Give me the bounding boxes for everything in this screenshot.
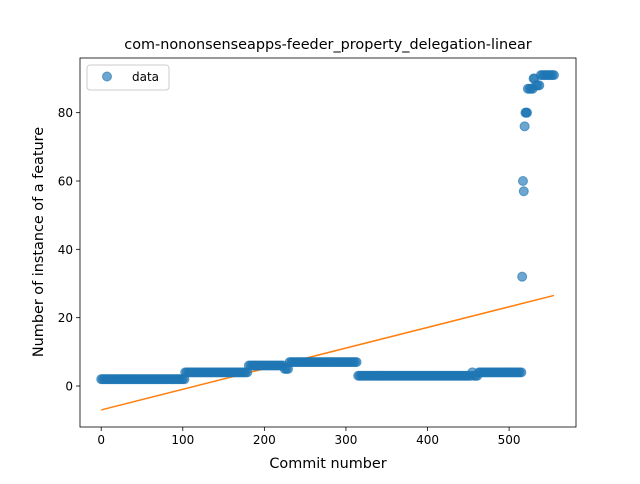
data-point bbox=[548, 70, 559, 81]
x-tick-label: 100 bbox=[171, 433, 194, 447]
legend-label-data: data bbox=[132, 70, 159, 84]
y-tick-label: 40 bbox=[58, 243, 73, 257]
data-point bbox=[534, 80, 545, 91]
x-tick-label: 300 bbox=[334, 433, 357, 447]
x-axis-ticks: 0 100 200 300 400 500 bbox=[97, 427, 521, 447]
y-tick-label: 20 bbox=[58, 311, 73, 325]
y-tick-label: 0 bbox=[65, 380, 73, 394]
x-tick-label: 400 bbox=[416, 433, 439, 447]
data-point bbox=[517, 271, 528, 282]
fit-line bbox=[101, 294, 555, 411]
data-point bbox=[522, 107, 533, 118]
x-tick-label: 200 bbox=[253, 433, 276, 447]
data-point bbox=[518, 186, 529, 197]
x-tick-label: 0 bbox=[97, 433, 105, 447]
legend-box bbox=[86, 64, 170, 91]
y-tick-label: 80 bbox=[58, 106, 73, 120]
data-point bbox=[517, 176, 528, 186]
data-point bbox=[519, 121, 530, 132]
fit-line-layer bbox=[101, 294, 555, 411]
data-point bbox=[351, 357, 362, 368]
legend: data bbox=[86, 64, 170, 91]
y-axis-ticks: 0 20 40 60 80 bbox=[58, 106, 80, 394]
data-points-layer bbox=[96, 70, 559, 385]
legend-marker-data bbox=[102, 71, 112, 82]
chart-title: com-nononsenseapps-feeder_property_deleg… bbox=[124, 37, 532, 53]
plot-frame bbox=[79, 57, 577, 428]
data-point bbox=[516, 367, 527, 378]
x-axis-label: Commit number bbox=[269, 456, 386, 472]
x-tick-label: 500 bbox=[498, 433, 521, 447]
y-tick-label: 60 bbox=[58, 175, 73, 189]
y-axis-label: Number of instance of a feature bbox=[31, 127, 47, 357]
